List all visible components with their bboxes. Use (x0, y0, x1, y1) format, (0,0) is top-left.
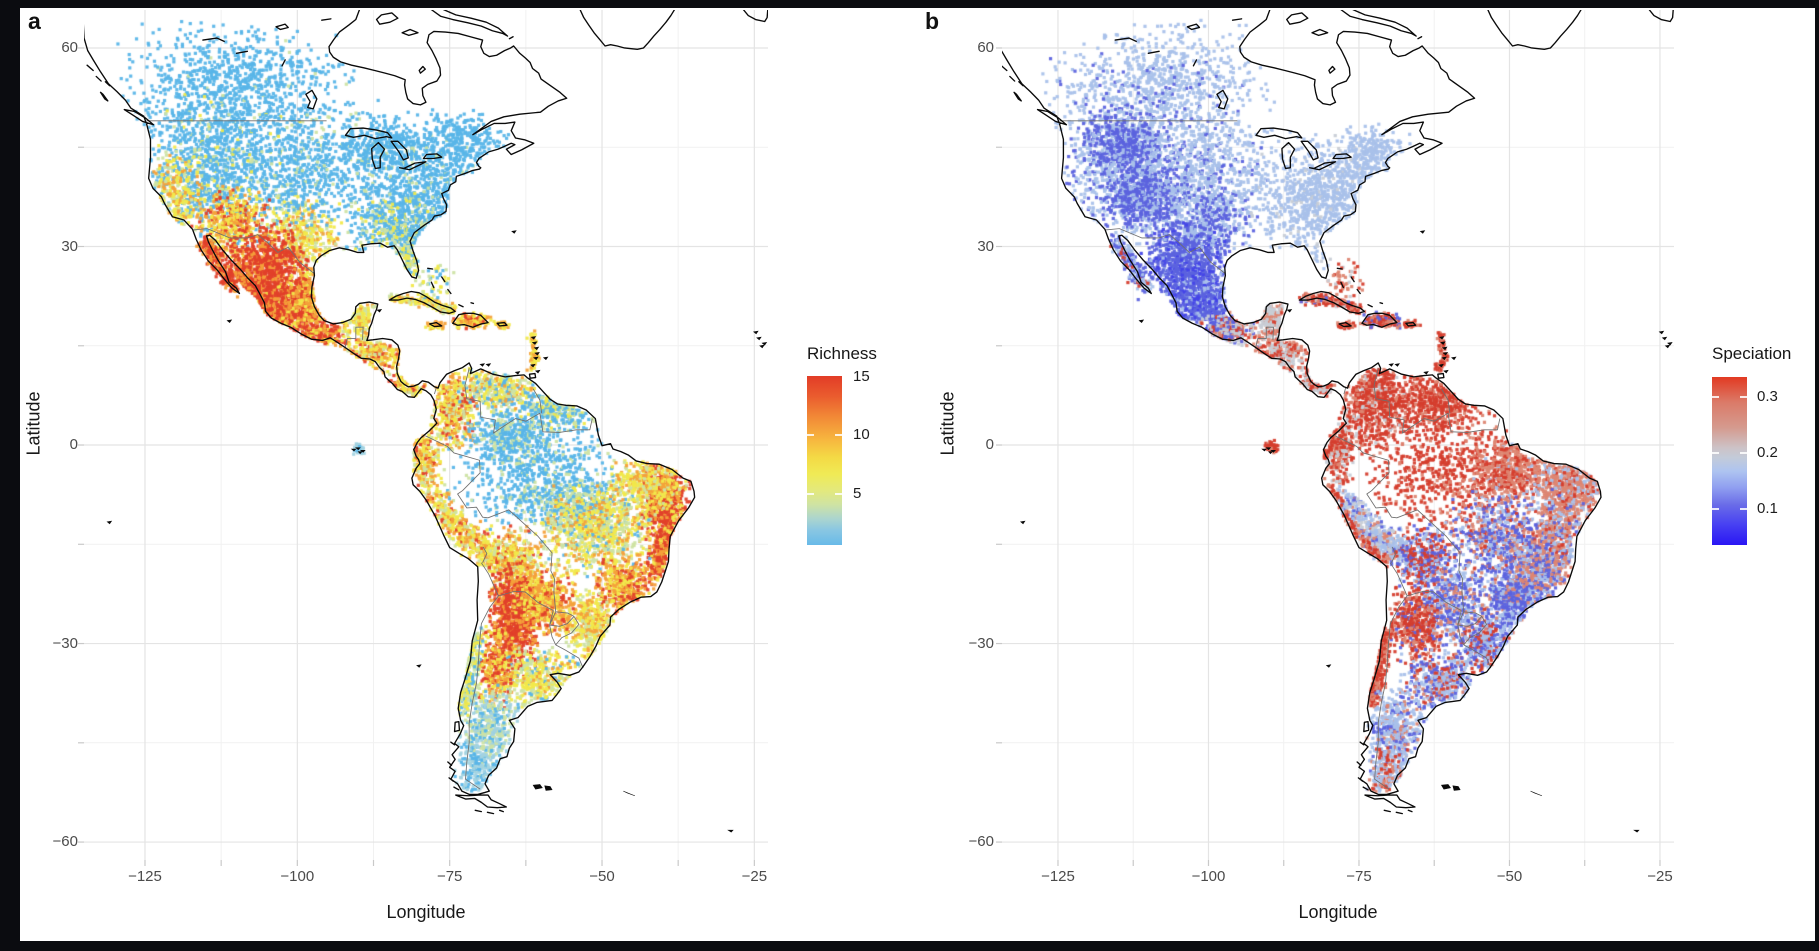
panel-a-y-tick-30: 30 (61, 237, 78, 255)
speciation-colorbar (1712, 377, 1747, 545)
richness-legend-title: Richness (807, 344, 877, 363)
panel-a-y-tick-−30: −30 (52, 634, 78, 652)
panel-b-x-tick-−50: −50 (1496, 868, 1523, 885)
colorbar-tick-notch (835, 433, 842, 436)
richness-legend-tick-15: 15 (853, 368, 870, 385)
speciation-legend-title: Speciation (1712, 344, 1792, 363)
panel-a-data-dots (84, 10, 768, 860)
panel-b-x-tick-−100: −100 (1191, 868, 1226, 885)
panel-b-coastline (1002, 10, 1674, 860)
panel-a-x-axis-title: Longitude (386, 902, 466, 922)
colorbar-tick-notch (1712, 395, 1719, 398)
panel-b-x-axis-title: Longitude (1298, 902, 1378, 922)
panel-b-x-tick-−25: −25 (1647, 868, 1673, 885)
panel-a-x-tick-−100: −100 (280, 868, 315, 885)
speciation-legend-tick-0.2: 0.2 (1757, 443, 1778, 461)
colorbar-tick-notch (1740, 395, 1747, 398)
panel-b-x-tick-−75: −75 (1346, 868, 1372, 885)
panel-a-y-tick-−60: −60 (52, 833, 78, 851)
panel-a-y-tick-0: 0 (69, 436, 78, 454)
richness-legend-tick-5: 5 (853, 484, 862, 502)
panel-a-label: a (28, 8, 41, 34)
panel-b-y-tick-60: 60 (977, 38, 994, 56)
colorbar-tick-notch (1712, 451, 1719, 454)
colorbar-tick-notch (807, 433, 814, 436)
richness-legend-tick-10: 10 (853, 425, 870, 443)
panel-a-x-tick-−75: −75 (436, 868, 463, 885)
richness-colorbar (807, 376, 842, 545)
panel-a-y-tick-60: 60 (61, 38, 78, 56)
panel-a-coastline (84, 10, 768, 860)
colorbar-tick-notch (1712, 508, 1719, 511)
panel-b-y-tick-0: 0 (985, 436, 994, 454)
panel-b-y-tick-−30: −30 (968, 634, 994, 652)
panel-b-data-dots (1002, 10, 1674, 860)
colorbar-tick-notch (807, 492, 814, 495)
colorbar-tick-notch (1740, 451, 1747, 454)
panel-a-x-tick-−50: −50 (589, 868, 615, 885)
colorbar-tick-notch (835, 492, 842, 495)
panel-b-y-tick-−60: −60 (968, 833, 994, 851)
speciation-legend-tick-0.1: 0.1 (1757, 500, 1778, 518)
speciation-legend-tick-0.3: 0.3 (1757, 387, 1778, 405)
panel-b-x-tick-−125: −125 (1041, 868, 1075, 885)
panel-b-y-tick-30: 30 (977, 237, 994, 255)
panel-a-x-tick-−125: −125 (128, 868, 162, 885)
panel-b-label: b (925, 8, 940, 34)
colorbar-tick-notch (1740, 508, 1747, 511)
panel-a-x-tick-−25: −25 (741, 868, 768, 885)
